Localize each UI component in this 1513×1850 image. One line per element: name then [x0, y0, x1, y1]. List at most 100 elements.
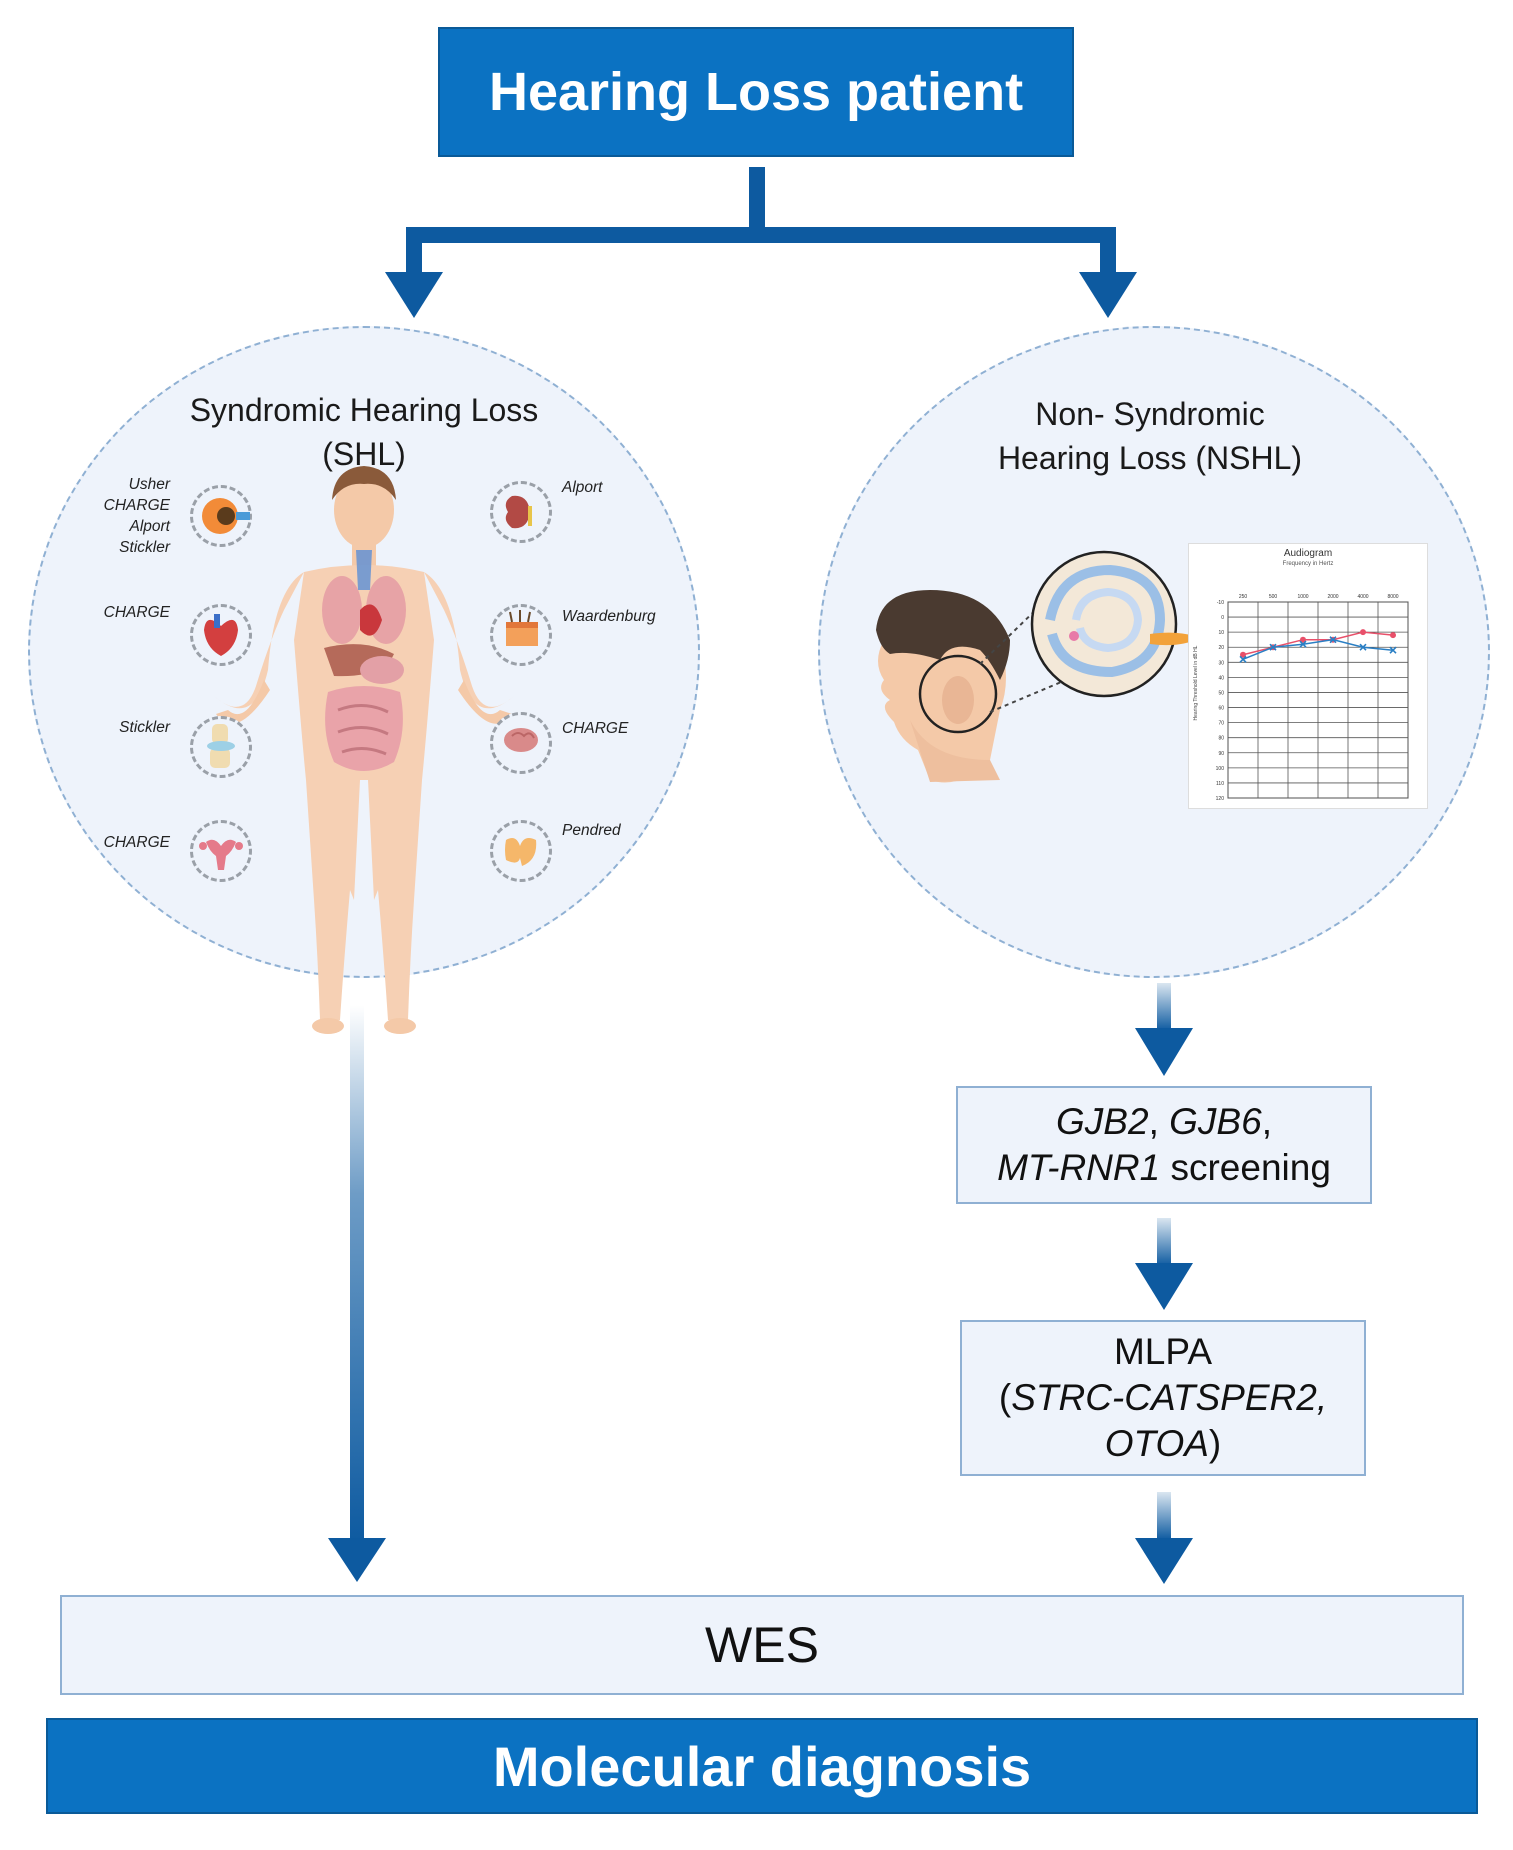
- audiogram-xtick-label: 1000: [1297, 594, 1308, 600]
- audiogram-point-x: [1269, 643, 1277, 651]
- screening-line2: MT-RNR1 screening: [997, 1145, 1331, 1191]
- uterus-syndrome-label: CHARGE: [80, 832, 170, 853]
- audiogram-ytick-label: 40: [1218, 675, 1224, 681]
- nshl-title-line2: Hearing Loss (NSHL): [997, 440, 1303, 476]
- hearing-loss-patient-label: Hearing Loss patient: [488, 62, 1024, 122]
- mlpa-paren-open: (: [998, 1377, 1012, 1418]
- split-arrow: [385, 167, 1137, 318]
- hair-shape: [332, 466, 396, 500]
- gene-gjb2: GJB2: [1056, 1101, 1149, 1142]
- separator-1: ,: [1148, 1101, 1170, 1142]
- syndrome-alport-kidney: Alport: [562, 479, 603, 496]
- mlpa-box: MLPA (STRC-CATSPER2, OTOA): [960, 1320, 1366, 1476]
- audiogram-ytick-label: 0: [1221, 615, 1224, 621]
- audiogram-ytick-label: 30: [1218, 660, 1224, 666]
- molecular-diagnosis-box: Molecular diagnosis: [46, 1718, 1478, 1814]
- audiogram-ytick-label: 20: [1218, 645, 1224, 651]
- screening-box: GJB2, GJB6, MT-RNR1 screening: [956, 1086, 1372, 1204]
- thyroid-syndrome-label: Pendred: [562, 820, 652, 841]
- mlpa-label: MLPA: [1113, 1331, 1212, 1372]
- gene-otoa: OTOA: [1104, 1423, 1209, 1464]
- audiogram-ytick-label: 100: [1216, 766, 1225, 772]
- audiogram-point-circle: [1240, 651, 1246, 658]
- audiogram-xtick-label: 8000: [1387, 594, 1398, 600]
- gene-gjb6: GJB6: [1169, 1101, 1262, 1142]
- mlpa-paren-close: ): [1208, 1423, 1222, 1464]
- molecular-diagnosis-label: Molecular diagnosis: [492, 1734, 1032, 1798]
- audiogram-ytick-label: 60: [1218, 706, 1224, 712]
- audiogram-ytick-label: -10: [1217, 600, 1224, 606]
- syndrome-pendred: Pendred: [562, 822, 621, 839]
- head-shape: [334, 472, 394, 548]
- audiogram-point-circle: [1360, 629, 1366, 636]
- screening-to-mlpa-arrow: [1135, 1218, 1193, 1310]
- mlpa-to-wes-arrow: [1135, 1492, 1193, 1584]
- shl-title-line1: Syndromic Hearing Loss: [189, 392, 539, 428]
- wes-box: WES: [60, 1595, 1464, 1695]
- cochlea-icon: [1030, 550, 1200, 698]
- nshl-title-line1: Non- Syndromic: [1035, 396, 1265, 432]
- audiogram-ytick-label: 90: [1218, 751, 1224, 757]
- syndrome-charge-heart: CHARGE: [103, 604, 170, 621]
- audiogram-ytick-label: 120: [1216, 796, 1225, 802]
- audiogram-ytick-label: 10: [1218, 630, 1224, 636]
- separator-2: ,: [1261, 1101, 1272, 1142]
- skin-syndrome-label: Waardenburg: [562, 606, 672, 627]
- syndrome-waardenburg: Waardenburg: [562, 608, 656, 625]
- eye-syndromes-label: Usher CHARGE Alport Stickler: [80, 474, 170, 558]
- audiogram-subtitle: Frequency in Hertz: [1282, 561, 1334, 567]
- syndrome-alport: Alport: [129, 518, 171, 535]
- mlpa-line2: (STRC-CATSPER2,: [999, 1375, 1327, 1421]
- head-profile-icon: [876, 590, 1010, 783]
- screening-line1: GJB2, GJB6,: [1056, 1099, 1272, 1145]
- audiogram-ytick-label: 50: [1218, 690, 1224, 696]
- audiogram-ytick-label: 70: [1218, 721, 1224, 727]
- brain-syndrome-label: CHARGE: [562, 718, 652, 739]
- syndrome-charge: CHARGE: [103, 497, 170, 514]
- audiogram-point-circle: [1300, 636, 1306, 643]
- audiogram-point-x: [1299, 640, 1307, 648]
- audiogram-xtick-label: 4000: [1357, 594, 1368, 600]
- syndrome-stickler-knee: Stickler: [119, 719, 170, 736]
- ear-highlight-ring: [918, 654, 998, 734]
- audiogram-point-x: [1329, 636, 1337, 644]
- audiogram-xtick-label: 500: [1269, 594, 1278, 600]
- syndrome-charge-uterus: CHARGE: [103, 834, 170, 851]
- audiogram-ytick-label: 110: [1216, 781, 1224, 787]
- wes-label: WES: [705, 1617, 819, 1673]
- kidney-syndrome-label: Alport: [562, 477, 652, 498]
- syndrome-charge-brain: CHARGE: [562, 720, 629, 737]
- nshl-title: Non- Syndromic Hearing Loss (NSHL): [930, 392, 1370, 480]
- audiogram-title: Audiogram: [1283, 548, 1333, 559]
- syndrome-usher: Usher: [128, 476, 170, 493]
- audiogram-point-x: [1359, 643, 1367, 651]
- knee-syndrome-label: Stickler: [80, 717, 170, 738]
- heart-syndrome-label: CHARGE: [80, 602, 170, 623]
- audiogram-series-line-2: [1242, 638, 1394, 660]
- audiogram-xtick-label: 250: [1239, 594, 1248, 600]
- shl-to-wes-arrow: [328, 1005, 386, 1582]
- mlpa-line3: OTOA): [1105, 1421, 1222, 1467]
- hearing-loss-patient-box: Hearing Loss patient: [438, 27, 1074, 157]
- audiogram-ytick-label: 80: [1218, 736, 1224, 742]
- audiogram-point-x: [1389, 646, 1397, 654]
- audiogram-point-x: [1239, 655, 1247, 663]
- brain-icon-ring: [490, 712, 552, 774]
- gene-strc-catsper2: STRC-CATSPER2,: [1011, 1377, 1328, 1418]
- syndrome-stickler: Stickler: [119, 539, 170, 556]
- shl-title: Syndromic Hearing Loss (SHL): [150, 388, 578, 476]
- audiogram-point-circle: [1390, 632, 1396, 639]
- nshl-to-screening-arrow: [1135, 983, 1193, 1076]
- gene-mt-rnr1: MT-RNR1: [997, 1147, 1161, 1188]
